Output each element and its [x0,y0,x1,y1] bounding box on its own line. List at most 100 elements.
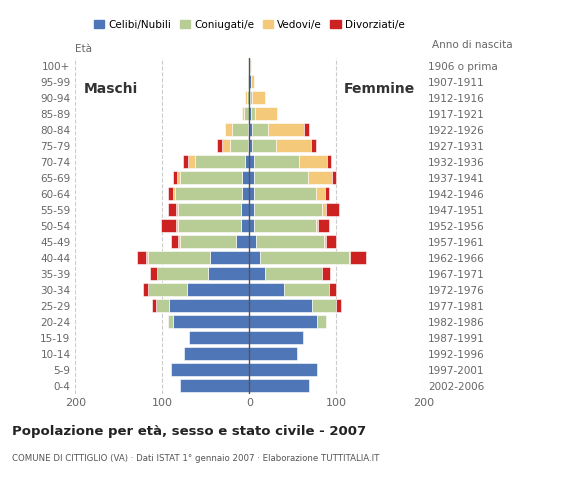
Text: Anno di nascita: Anno di nascita [432,40,513,50]
Bar [249,315,317,328]
Bar [254,156,299,168]
Bar [248,75,249,88]
Bar [217,139,222,152]
Bar [249,300,312,312]
Text: COMUNE DI CITTIGLIO (VA) · Dati ISTAT 1° gennaio 2007 · Elaborazione TUTTITALIA.: COMUNE DI CITTIGLIO (VA) · Dati ISTAT 1°… [12,454,379,463]
Bar [324,235,326,248]
Bar [317,315,326,328]
Bar [147,283,187,296]
Bar [150,267,157,280]
Bar [321,204,326,216]
Bar [332,171,336,184]
Bar [249,75,251,88]
Bar [175,187,242,200]
Bar [195,156,245,168]
Bar [248,139,249,152]
Bar [241,204,249,216]
Bar [284,283,329,296]
Bar [327,156,331,168]
Bar [248,108,249,120]
Bar [188,156,195,168]
Bar [256,235,324,248]
Bar [336,300,341,312]
Bar [254,219,317,232]
Bar [180,379,249,392]
Bar [317,219,318,232]
Bar [249,139,252,152]
Text: Femmine: Femmine [343,82,415,96]
Bar [252,139,276,152]
Bar [161,219,176,232]
Bar [225,123,232,136]
Bar [208,267,249,280]
Bar [249,171,254,184]
Bar [249,235,256,248]
Bar [268,123,305,136]
Bar [171,235,178,248]
Bar [249,348,297,360]
Bar [252,123,268,136]
Bar [318,219,328,232]
Bar [325,187,329,200]
Bar [249,363,317,376]
Bar [249,252,260,264]
Bar [249,187,254,200]
Bar [183,156,188,168]
Bar [178,204,241,216]
Bar [249,108,251,120]
Bar [152,300,157,312]
Bar [249,219,254,232]
Bar [249,267,265,280]
Bar [299,156,327,168]
Bar [173,171,177,184]
Bar [245,156,249,168]
Bar [329,283,336,296]
Bar [143,283,147,296]
Bar [247,91,249,104]
Bar [312,300,336,312]
Bar [180,235,237,248]
Bar [249,379,309,392]
Bar [311,139,316,152]
Bar [178,219,241,232]
Bar [178,235,180,248]
Legend: Celibi/Nubili, Coniugati/e, Vedovi/e, Divorziati/e: Celibi/Nubili, Coniugati/e, Vedovi/e, Di… [90,16,409,34]
Bar [249,60,251,72]
Bar [276,139,311,152]
Bar [180,171,242,184]
Bar [210,252,249,264]
Bar [184,348,249,360]
Bar [245,91,247,104]
Bar [230,139,248,152]
Bar [249,331,303,344]
Bar [317,187,325,200]
Bar [265,267,321,280]
Bar [232,123,248,136]
Bar [222,139,230,152]
Bar [249,91,251,104]
Bar [168,204,176,216]
Bar [252,91,265,104]
Text: Popolazione per età, sesso e stato civile - 2007: Popolazione per età, sesso e stato civil… [12,425,366,438]
Bar [254,187,317,200]
Bar [188,331,249,344]
Bar [173,315,249,328]
Text: Età: Età [75,45,92,54]
Bar [249,156,254,168]
Bar [157,267,208,280]
Bar [242,187,249,200]
Bar [249,204,254,216]
Bar [177,171,180,184]
Bar [251,108,255,120]
Bar [157,300,169,312]
Bar [242,171,249,184]
Bar [321,267,331,280]
Bar [173,187,175,200]
Bar [254,171,307,184]
Bar [244,108,248,120]
Bar [146,252,147,264]
Text: Maschi: Maschi [84,82,139,96]
Bar [249,123,252,136]
Bar [137,252,146,264]
Bar [251,91,252,104]
